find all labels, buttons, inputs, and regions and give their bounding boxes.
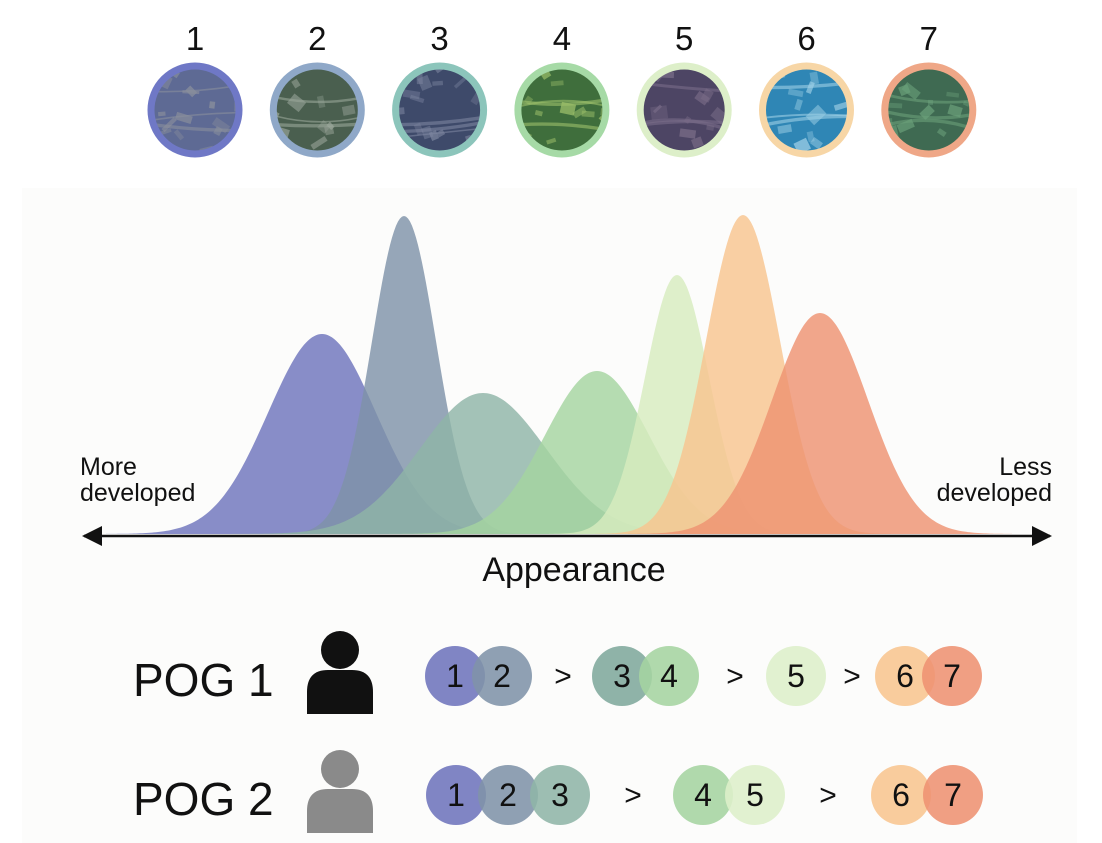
rank-circle-3: [530, 765, 590, 825]
rank-circle-1: [426, 765, 486, 825]
greater-than-separator: >: [624, 779, 642, 812]
rank-number: 4: [660, 658, 678, 694]
tile-1: 1: [147, 20, 243, 158]
distribution-curve-3: [231, 393, 735, 534]
rank-circle-7: [922, 646, 982, 706]
pog-label: POG 1: [133, 654, 274, 706]
tile-number: 5: [675, 20, 693, 57]
rank-number: 7: [943, 658, 961, 694]
tile-ring: [392, 62, 488, 158]
rank-number: 7: [944, 777, 962, 813]
tile-number: 3: [430, 20, 448, 57]
greater-than-separator: >: [726, 660, 744, 693]
rank-circle-3: [592, 646, 652, 706]
greater-than-separator: >: [843, 660, 861, 693]
rank-circle-6: [871, 765, 931, 825]
rank-number: 2: [493, 658, 511, 694]
rank-circle-5: [766, 646, 826, 706]
ranking-row-pog-2: POG 2 1 2 3 4 5 6 7 > >: [133, 750, 983, 833]
satellite-tile-row: 1 2 3 4 5 6 7: [147, 20, 977, 158]
rank-circle-2: [478, 765, 538, 825]
tile-ring: [147, 62, 243, 158]
tile-number: 1: [186, 20, 204, 57]
person-icon: [307, 631, 373, 714]
rank-number: 6: [896, 658, 914, 694]
tile-3: 3: [392, 20, 488, 158]
right-label-line2: developed: [937, 479, 1052, 507]
tile-number: 6: [797, 20, 815, 57]
rank-circle-1: [425, 646, 485, 706]
rank-number: 1: [447, 777, 465, 813]
tile-5: 5: [636, 20, 732, 158]
satellite-image: [276, 69, 359, 151]
ranking-row-pog-1: POG 1 1 2 3 4 5 6 7 > > >: [133, 631, 982, 714]
rank-circle-2: [472, 646, 532, 706]
rank-number: 6: [892, 777, 910, 813]
tile-7: 7: [881, 20, 977, 158]
appearance-distributions: [106, 215, 1012, 534]
tile-number: 2: [308, 20, 326, 57]
tile-number: 7: [920, 20, 938, 57]
tile-ring: [514, 62, 610, 158]
tile-6: 6: [759, 20, 854, 158]
rank-group: 5: [766, 646, 826, 706]
left-label-line1: More: [80, 453, 137, 481]
rank-number: 3: [551, 777, 569, 813]
greater-than-separator: >: [554, 660, 572, 693]
distribution-curve-4: [389, 371, 805, 534]
right-label-line1: Less: [999, 453, 1052, 481]
tile-2: 2: [269, 20, 365, 158]
distribution-curve-2: [276, 216, 532, 534]
rank-circle-6: [875, 646, 935, 706]
distribution-curve-5: [549, 275, 805, 534]
rank-number: 4: [694, 777, 712, 813]
tile-ring: [759, 62, 854, 158]
greater-than-separator: >: [819, 779, 837, 812]
rank-number: 5: [787, 658, 805, 694]
rank-circle-4: [673, 765, 733, 825]
axis-label: Appearance: [482, 551, 665, 589]
distribution-curve-1: [106, 334, 538, 534]
distribution-curve-7: [628, 313, 1012, 534]
tile-4: 4: [514, 20, 610, 158]
distribution-curve-6: [595, 215, 891, 534]
left-label-line2: developed: [80, 479, 195, 507]
rank-number: 1: [446, 658, 464, 694]
rank-circle-5: [725, 765, 785, 825]
rank-circle-7: [923, 765, 983, 825]
rank-number: 5: [746, 777, 764, 813]
rank-number: 2: [499, 777, 517, 813]
tile-ring: [636, 62, 732, 158]
tile-ring: [881, 62, 977, 158]
rank-circle-4: [639, 646, 699, 706]
rank-number: 3: [613, 658, 631, 694]
tile-ring: [269, 62, 365, 158]
pog-rankings: POG 1 1 2 3 4 5 6 7> > >POG 2 1 2 3 4 5 6 7> >: [133, 631, 983, 833]
tile-number: 4: [553, 20, 571, 57]
pog-label: POG 2: [133, 773, 274, 825]
person-icon: [307, 750, 373, 833]
